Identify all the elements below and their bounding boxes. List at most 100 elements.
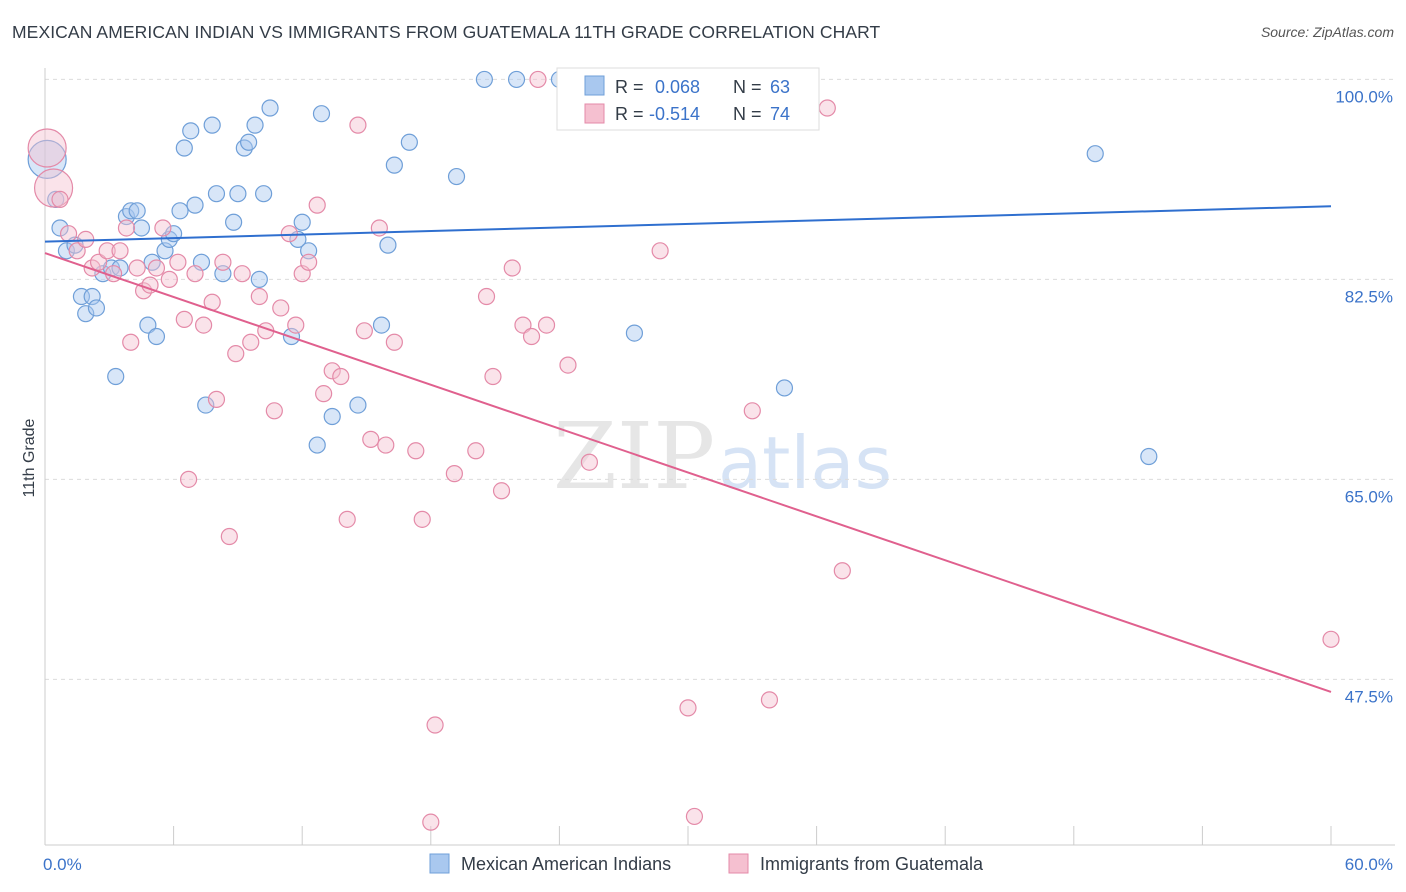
point-immigrants-from-guatemala xyxy=(141,276,159,294)
point-immigrants-from-guatemala xyxy=(154,219,172,237)
point-mexican-american-indians xyxy=(1086,145,1104,163)
point-mexican-american-indians xyxy=(775,379,794,397)
point-immigrants-from-guatemala xyxy=(186,265,204,283)
point-immigrants-from-guatemala xyxy=(580,453,599,471)
point-immigrants-from-guatemala xyxy=(227,345,245,363)
point-immigrants-from-guatemala xyxy=(111,242,129,260)
point-immigrants-from-guatemala xyxy=(422,813,440,831)
point-immigrants-from-guatemala xyxy=(207,390,226,408)
watermark-atlas: atlas xyxy=(718,421,892,505)
point-immigrants-from-guatemala xyxy=(413,510,431,528)
stats-legend-r-value: -0.514 xyxy=(649,104,700,124)
point-immigrants-from-guatemala xyxy=(272,299,290,317)
point-mexican-american-indians xyxy=(507,70,526,89)
trend-lines xyxy=(44,205,1332,693)
chart-title: MEXICAN AMERICAN INDIAN VS IMMIGRANTS FR… xyxy=(12,22,881,42)
point-mexican-american-indians xyxy=(323,407,341,426)
legend-swatch-pink xyxy=(728,853,749,874)
stats-legend-n-label: N = xyxy=(733,77,762,97)
point-immigrants-from-guatemala xyxy=(349,116,367,134)
point-mexican-american-indians xyxy=(246,116,264,134)
point-mexican-american-indians xyxy=(122,202,140,220)
point-immigrants-from-guatemala xyxy=(220,527,238,546)
stats-legend-n-value: 74 xyxy=(770,104,790,124)
tick-labels: 100.0% 82.5% 65.0% 47.5% 0.0% 60.0% xyxy=(43,87,1393,874)
point-mexican-american-indians xyxy=(225,213,243,231)
point-immigrants-from-guatemala xyxy=(98,242,116,260)
point-immigrants-from-guatemala xyxy=(818,99,836,117)
point-mexican-american-indians xyxy=(171,202,189,220)
point-immigrants-from-guatemala xyxy=(27,128,67,168)
point-immigrants-from-guatemala xyxy=(445,465,463,483)
point-immigrants-from-guatemala xyxy=(122,333,140,351)
legend-label-blue: Mexican American Indians xyxy=(461,854,671,874)
watermark-zip: ZIP xyxy=(553,403,715,510)
point-immigrants-from-guatemala xyxy=(743,402,761,420)
point-immigrants-from-guatemala xyxy=(51,190,69,209)
point-immigrants-from-guatemala xyxy=(355,322,373,340)
stats-legend-swatch-blue xyxy=(584,75,605,96)
point-immigrants-from-guatemala xyxy=(175,310,193,328)
point-immigrants-from-guatemala xyxy=(180,470,198,488)
point-immigrants-from-guatemala xyxy=(134,282,153,300)
y-tick-label: 47.5% xyxy=(1345,687,1393,706)
point-immigrants-from-guatemala xyxy=(308,196,326,214)
point-mexican-american-indians xyxy=(175,139,193,157)
point-mexican-american-indians xyxy=(147,327,166,346)
point-mexican-american-indians xyxy=(293,213,311,231)
point-mexican-american-indians xyxy=(379,236,397,254)
point-mexican-american-indians xyxy=(261,99,279,117)
point-immigrants-from-guatemala xyxy=(559,356,577,374)
stats-legend-r-label: R = xyxy=(615,77,644,97)
point-immigrants-from-guatemala xyxy=(77,230,95,248)
point-immigrants-from-guatemala xyxy=(1322,630,1340,648)
source-label: Source: ZipAtlas.com xyxy=(1260,24,1394,40)
point-immigrants-from-guatemala xyxy=(467,442,485,460)
stats-legend-n-value: 63 xyxy=(770,77,790,97)
y-axis-title: 11th Grade xyxy=(21,418,38,497)
point-immigrants-from-guatemala xyxy=(242,333,260,351)
stats-legend-r-value: 0.068 xyxy=(655,77,700,97)
point-immigrants-from-guatemala xyxy=(300,253,318,271)
point-mexican-american-indians xyxy=(240,133,258,151)
point-immigrants-from-guatemala xyxy=(287,316,305,334)
legend-swatch-blue xyxy=(429,853,450,874)
point-mexican-american-indians xyxy=(203,116,221,134)
point-immigrants-from-guatemala xyxy=(332,367,350,386)
point-immigrants-from-guatemala xyxy=(280,225,298,243)
point-mexican-american-indians xyxy=(349,396,367,414)
point-mexican-american-indians xyxy=(255,185,273,203)
point-immigrants-from-guatemala xyxy=(426,716,444,734)
point-immigrants-from-guatemala xyxy=(522,327,541,346)
point-immigrants-from-guatemala xyxy=(679,699,697,717)
point-mexican-american-indians xyxy=(87,299,106,317)
point-immigrants-from-guatemala xyxy=(492,482,511,500)
trend-line-immigrants-from-guatemala xyxy=(44,252,1332,693)
point-mexican-american-indians xyxy=(475,70,493,89)
point-immigrants-from-guatemala xyxy=(160,270,178,288)
point-immigrants-from-guatemala xyxy=(484,367,502,386)
point-mexican-american-indians xyxy=(51,219,69,237)
trend-line-mexican-american-indians xyxy=(44,205,1332,243)
point-immigrants-from-guatemala xyxy=(59,225,78,243)
point-mexican-american-indians xyxy=(132,219,151,237)
point-immigrants-from-guatemala xyxy=(529,70,547,89)
point-immigrants-from-guatemala xyxy=(195,316,213,334)
stats-legend-swatch-pink xyxy=(584,103,605,124)
point-immigrants-from-guatemala xyxy=(83,259,101,277)
y-tick-label: 65.0% xyxy=(1345,487,1393,506)
data-points xyxy=(27,70,1340,831)
point-immigrants-from-guatemala xyxy=(89,253,108,271)
point-mexican-american-indians xyxy=(625,324,644,342)
point-immigrants-from-guatemala xyxy=(33,168,74,208)
point-immigrants-from-guatemala xyxy=(685,807,704,826)
point-immigrants-from-guatemala xyxy=(315,385,333,403)
point-mexican-american-indians xyxy=(229,185,247,203)
legend-label-pink: Immigrants from Guatemala xyxy=(760,854,984,874)
point-mexican-american-indians xyxy=(312,105,331,123)
point-mexican-american-indians xyxy=(128,202,146,220)
point-immigrants-from-guatemala xyxy=(477,287,496,306)
point-mexican-american-indians xyxy=(372,316,391,334)
